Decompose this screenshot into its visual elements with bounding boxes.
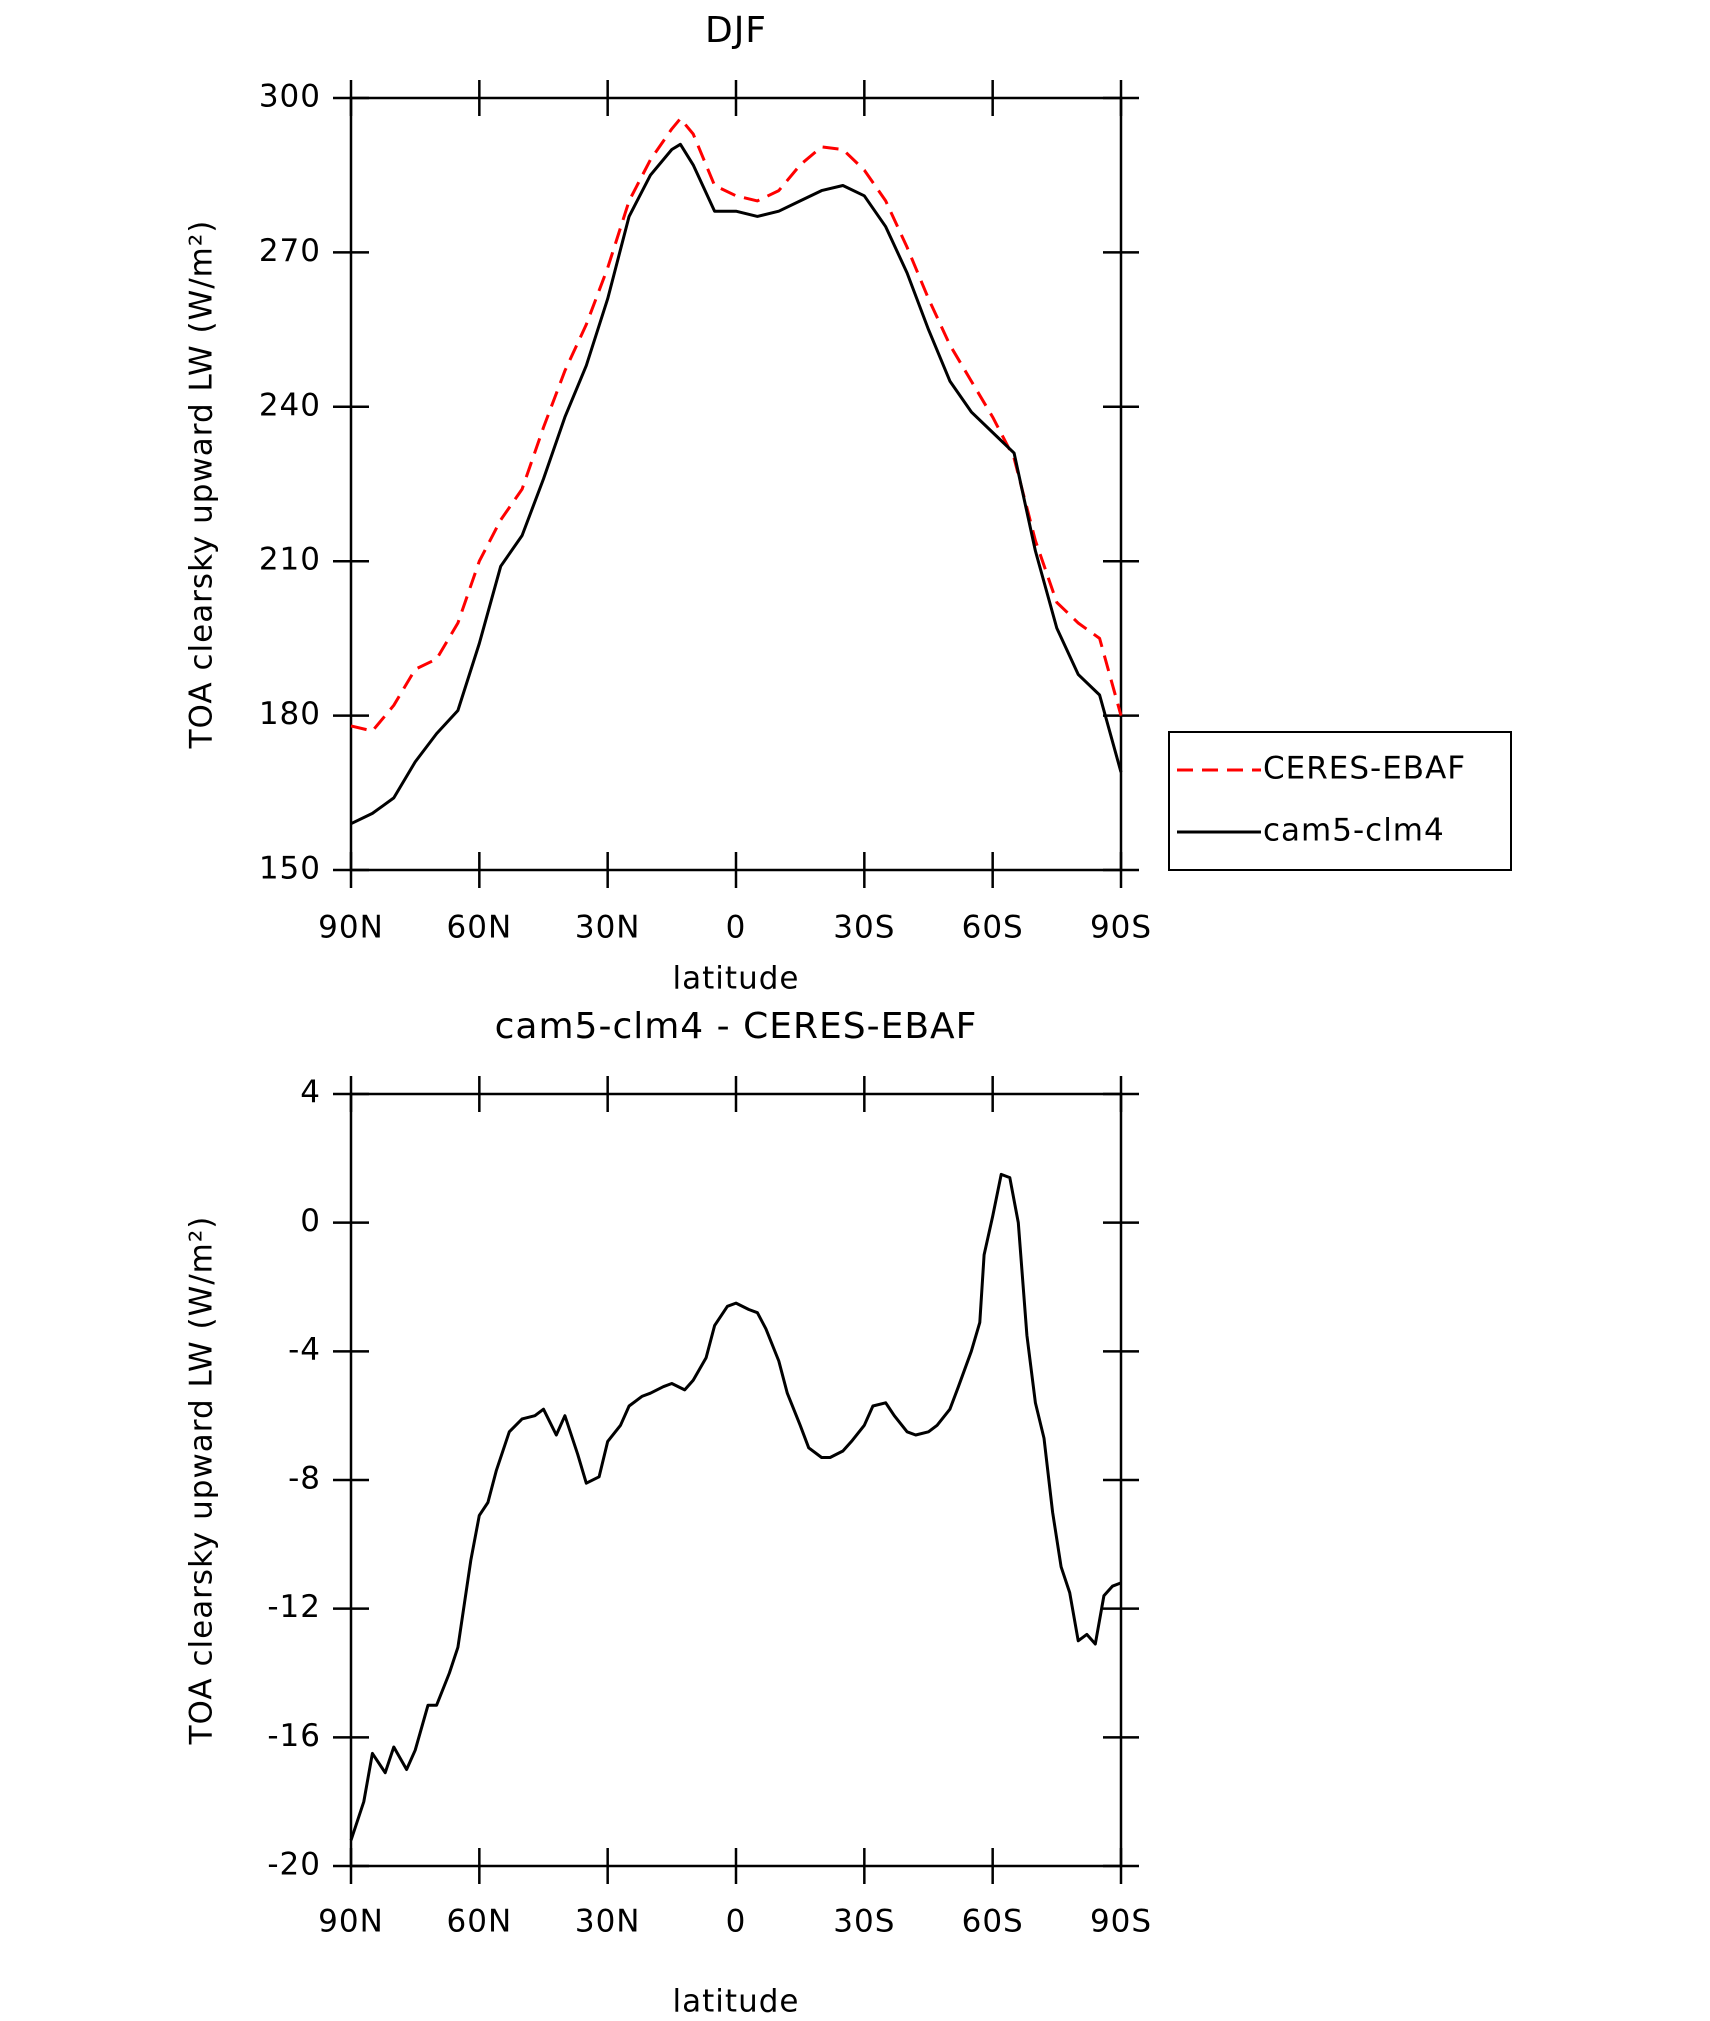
x-tick-label: 60N: [447, 1904, 513, 1940]
chart-title: DJF: [705, 10, 767, 51]
x-tick-label: 60N: [447, 910, 513, 946]
x-axis-label: latitude: [673, 1984, 800, 2020]
x-tick-label: 60S: [962, 1904, 1024, 1940]
y-tick-label: -12: [267, 1589, 321, 1625]
chart-title: cam5-clm4 - CERES-EBAF: [495, 1006, 978, 1047]
x-tick-label: 30S: [833, 1904, 895, 1940]
y-tick-label: 270: [259, 233, 321, 269]
x-tick-label: 90S: [1090, 910, 1152, 946]
legend-box: [1168, 731, 1512, 871]
y-axis-label: TOA clearsky upward LW (W/m²): [184, 1216, 220, 1746]
y-tick-label: -8: [288, 1461, 321, 1497]
x-tick-label: 0: [726, 910, 747, 946]
x-tick-label: 90S: [1090, 1904, 1152, 1940]
y-tick-label: 300: [259, 79, 321, 115]
legend-label: CERES-EBAF: [1263, 751, 1466, 787]
series-line: [350, 117, 1123, 733]
x-tick-label: 30N: [575, 1904, 641, 1940]
y-tick-label: -4: [288, 1332, 321, 1368]
x-tick-label: 30S: [833, 910, 895, 946]
y-axis-label: TOA clearsky upward LW (W/m²): [184, 220, 220, 750]
x-tick-label: 90N: [318, 910, 384, 946]
y-tick-label: -16: [267, 1718, 321, 1754]
y-tick-label: 180: [259, 696, 321, 732]
x-tick-label: 0: [726, 1904, 747, 1940]
plot-frame: [349, 1092, 1123, 1868]
legend-label: cam5-clm4: [1263, 813, 1445, 849]
series-line: [350, 142, 1123, 826]
x-tick-label: 60S: [962, 910, 1024, 946]
plot-frame: [349, 96, 1123, 872]
x-tick-label: 30N: [575, 910, 641, 946]
y-tick-label: 4: [300, 1075, 321, 1111]
series-line: [349, 1172, 1122, 1841]
x-tick-label: 90N: [318, 1904, 384, 1940]
y-tick-label: 210: [259, 542, 321, 578]
y-tick-label: -20: [267, 1847, 321, 1883]
x-axis-label: latitude: [673, 961, 800, 997]
y-tick-label: 240: [259, 387, 321, 423]
y-tick-label: 0: [300, 1203, 321, 1239]
y-tick-label: 150: [259, 851, 321, 887]
